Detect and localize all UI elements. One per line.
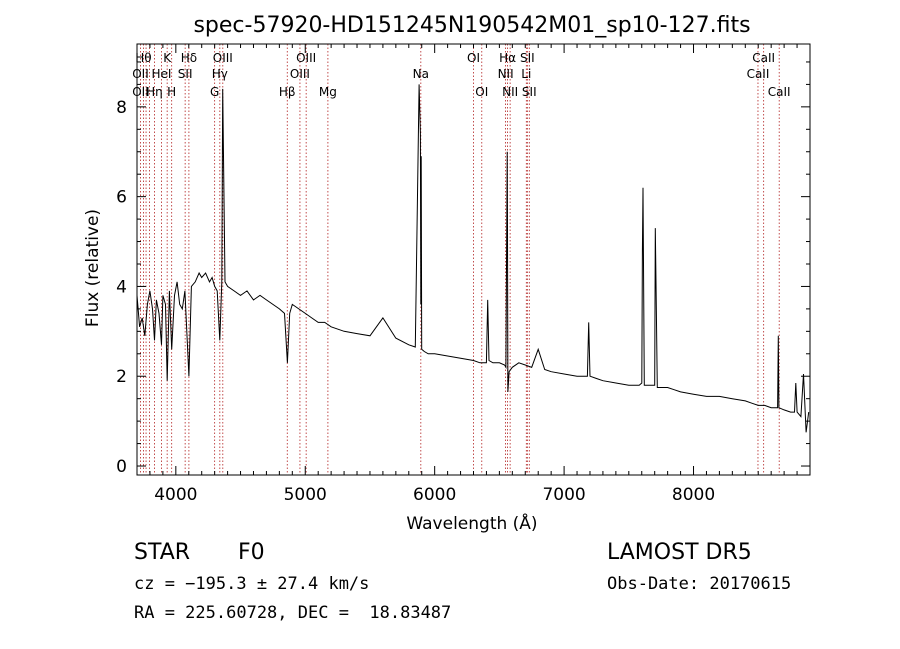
spectral-line-label: H — [167, 85, 176, 99]
x-tick-label: 5000 — [284, 485, 327, 505]
spectral-line-markers — [140, 44, 780, 475]
spectral-line-label: Hβ — [279, 85, 296, 99]
y-axis: 0 2 4 6 8 — [116, 61, 810, 477]
x-tick-label: 6000 — [413, 485, 456, 505]
spectral-line-label: Hθ — [135, 51, 151, 65]
survey-name: LAMOST DR5 — [607, 540, 752, 565]
y-tick-label: 0 — [116, 457, 127, 477]
spectral-line-label: SII — [178, 67, 193, 81]
spectral-line-label: Na — [413, 67, 429, 81]
spectral-line-label: K — [163, 51, 172, 65]
spectral-line-labels: OIIOIIHθHηHeIKHSIIHδGHγOIIIHβOIIIOIIIMgN… — [132, 51, 790, 99]
spectral-line-label: CaII — [768, 85, 791, 99]
y-tick-label: 2 — [116, 367, 127, 387]
object-subclass: F0 — [238, 540, 265, 565]
spectral-line-label: OIII — [296, 51, 316, 65]
spectrum-series-line — [136, 84, 810, 433]
spectral-line-label: OIII — [213, 51, 233, 65]
spectral-line-label: Hγ — [212, 67, 228, 81]
x-axis-label: Wavelength (Å) — [406, 512, 537, 534]
object-class: STAR — [134, 540, 191, 565]
y-axis-label: Flux (relative) — [83, 209, 103, 327]
spectral-line-label: NII — [502, 85, 518, 99]
spectral-line-label: HeI — [151, 67, 171, 81]
spectral-line-label: Mg — [319, 85, 337, 99]
spectral-line-label: SII — [522, 85, 537, 99]
plot-frame — [136, 43, 811, 476]
y-tick-label: 8 — [116, 98, 127, 118]
spectral-line-label: CaII — [747, 67, 770, 81]
x-tick-label: 4000 — [154, 485, 197, 505]
spectral-line-label: OI — [467, 51, 480, 65]
coordinates-readout: RA = 225.60728, DEC = 18.83487 — [134, 603, 452, 623]
spectral-line-label: SII — [520, 51, 535, 65]
spectral-line-label: CaII — [752, 51, 775, 65]
spectral-line-label: OII — [132, 85, 149, 99]
y-tick-label: 6 — [116, 188, 127, 208]
obs-date: Obs-Date: 20170615 — [607, 574, 792, 594]
spectral-line-label: OII — [132, 67, 149, 81]
spectral-line-label: Li — [521, 67, 531, 81]
spectral-line-label: Hη — [146, 85, 163, 99]
x-tick-label: 8000 — [672, 485, 715, 505]
spectral-line-label: Hα — [499, 51, 516, 65]
spectral-line-label: Hδ — [181, 51, 197, 65]
chart-title: spec-57920-HD151245N190542M01_sp10-127.f… — [193, 13, 750, 38]
y-tick-label: 4 — [116, 277, 127, 297]
spectral-line-label: NII — [498, 67, 514, 81]
x-axis: 4000 5000 6000 7000 8000 — [136, 44, 811, 505]
spectral-line-label: OI — [475, 85, 488, 99]
x-tick-label: 7000 — [542, 485, 585, 505]
redshift-readout: cz = −195.3 ± 27.4 km/s — [134, 574, 370, 594]
spectral-line-label: OIII — [290, 67, 310, 81]
spectral-line-label: G — [210, 85, 219, 99]
